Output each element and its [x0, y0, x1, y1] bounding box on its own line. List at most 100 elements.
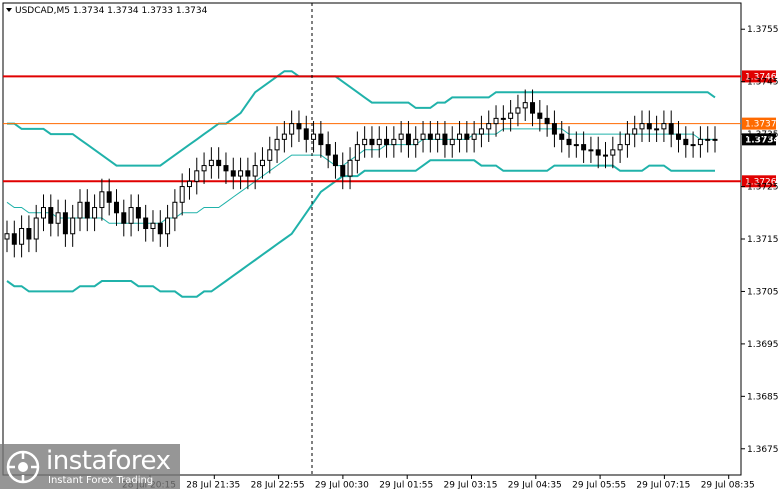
candle-body: [84, 201, 90, 219]
candle-body: [354, 144, 360, 161]
price-axis[interactable]: 1.3755 1.3745 1.3735 1.3725 1.3715 1.3705 1.36…: [741, 25, 779, 455]
candle-body: [40, 207, 46, 219]
candle-body: [384, 138, 390, 146]
candle-body: [603, 154, 609, 157]
candle-body: [4, 233, 10, 240]
candle-body: [238, 170, 244, 177]
y-tick-label: 1.3675: [747, 445, 779, 455]
candle-body: [420, 133, 426, 140]
y-tick-label: 1.3725: [747, 183, 779, 193]
current-price-tag: [742, 133, 776, 146]
candle-body: [617, 144, 623, 151]
candle-body: [113, 201, 119, 214]
y-tick-label: 1.3715: [747, 235, 779, 245]
chart-title: USDCAD,M5 1.3734 1.3734 1.3733 1.3734: [6, 6, 208, 16]
candle-body: [179, 186, 185, 203]
candle-body: [55, 212, 61, 224]
candle-body: [449, 138, 455, 146]
candle-body: [362, 138, 368, 146]
candle-body: [697, 138, 703, 146]
symbol-info: USDCAD,M5 1.3734 1.3734 1.3733 1.3734: [15, 6, 208, 16]
candle-body: [128, 207, 134, 224]
candle-body: [661, 123, 667, 130]
level-price-tag: [742, 117, 776, 130]
plot-frame: [2, 2, 742, 476]
candle-body: [376, 138, 382, 146]
candle-body: [668, 123, 674, 135]
candle-body: [676, 133, 682, 140]
candle-body: [77, 201, 83, 219]
candle-body: [289, 123, 295, 135]
candle-body: [157, 222, 163, 235]
candle-body: [303, 128, 309, 140]
candle-body: [33, 217, 39, 240]
level-price-label: 1.3737: [745, 120, 777, 130]
candle-body: [230, 170, 236, 177]
candles: [4, 89, 718, 258]
candle-body: [296, 123, 302, 130]
candle-body: [135, 207, 141, 219]
candle-body: [19, 228, 25, 245]
candle-body: [201, 165, 207, 172]
candle-body: [500, 117, 506, 120]
candle-body: [194, 170, 200, 182]
candle-body: [712, 138, 718, 141]
candle-body: [26, 228, 32, 240]
band-lower-line: [6, 159, 715, 298]
candle-body: [165, 217, 171, 235]
candle-body: [544, 117, 550, 125]
candle-body: [106, 191, 112, 203]
x-tick-label: 29 Jul 00:30: [315, 481, 369, 489]
level-price-tag: [742, 175, 776, 188]
horizontal-levels[interactable]: 1.3746 1.3737 1.3726 1.3734: [3, 70, 780, 188]
watermark-name: instaforex: [46, 446, 171, 476]
watermark-tagline: Instant Forex Trading: [48, 475, 154, 486]
candle-body: [573, 144, 579, 147]
candle-body: [62, 212, 68, 235]
level-price-tag: [742, 70, 776, 83]
candle-body: [442, 133, 448, 146]
candle-body: [515, 107, 521, 114]
candle-body: [186, 180, 192, 188]
y-tick-label: 1.3735: [747, 130, 779, 140]
x-tick-label: 29 Jul 03:15: [444, 481, 498, 489]
candle-body: [457, 133, 463, 140]
candle-body: [435, 133, 441, 140]
candle-body: [522, 102, 528, 109]
candle-body: [281, 133, 287, 140]
candle-body: [610, 149, 616, 156]
candle-body: [369, 138, 375, 146]
candle-body: [486, 123, 492, 130]
x-tick-label: 29 Jul 08:35: [701, 481, 755, 489]
candle-body: [464, 133, 470, 140]
band-upper-line: [7, 70, 716, 167]
candle-body: [311, 133, 317, 140]
candle-body: [405, 133, 411, 146]
x-tick-label: 28 Jul 21:35: [186, 481, 240, 489]
candle-body: [223, 165, 229, 172]
candle-body: [274, 138, 280, 151]
candle-body: [639, 123, 645, 130]
candle-body: [478, 128, 484, 135]
x-tick-label: 29 Jul 05:55: [572, 481, 626, 489]
candle-body: [252, 165, 258, 177]
candle-body: [318, 133, 324, 146]
y-tick-label: 1.3705: [747, 287, 779, 297]
candle-body: [566, 138, 572, 146]
candle-body: [559, 133, 565, 140]
candle-body: [347, 159, 353, 177]
candle-body: [427, 133, 433, 140]
candle-body: [48, 207, 54, 224]
y-tick-label: 1.3745: [747, 78, 779, 88]
triangle-down-icon[interactable]: [6, 8, 12, 12]
candle-body: [537, 112, 543, 119]
candle-body: [530, 102, 536, 114]
candle-body: [683, 138, 689, 146]
x-tick-label: 28 Jul 22:55: [251, 481, 305, 489]
candle-body: [391, 138, 397, 146]
candle-body: [143, 217, 149, 230]
candle-body: [325, 144, 331, 156]
y-tick-label: 1.3755: [747, 25, 779, 35]
